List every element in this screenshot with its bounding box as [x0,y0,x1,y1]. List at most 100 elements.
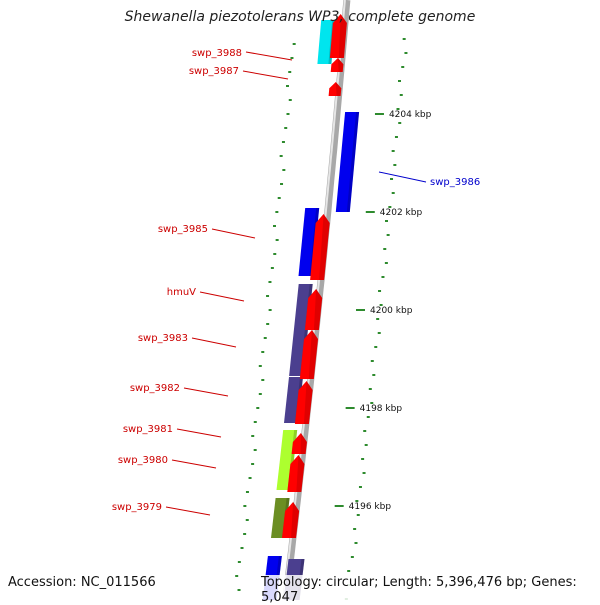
label-leader [245,51,293,61]
gene-label-swp_3985: swp_3985 [158,224,208,235]
gc-dot [398,80,401,82]
gc-dot [361,458,365,460]
gene-label-swp_3987: swp_3987 [189,66,239,77]
forward-gene-arrow-shade [319,214,330,280]
forward-gene-arrow-shade [313,289,323,330]
gc-dot [383,248,387,250]
tick-label: 4202 kbp [380,208,423,218]
gene-label-swp_3980: swp_3980 [118,455,168,466]
gc-dot [270,267,274,269]
forward-gene-arrow-shade [303,381,313,424]
gc-dot [279,155,283,157]
gc-dot [286,85,289,87]
gc-dot [399,94,403,96]
label-leader [183,387,229,397]
forward-gene-arrow-shade [300,433,307,454]
gc-dot [245,519,249,521]
gc-dot [286,113,290,115]
gc-dot [379,304,383,306]
gc-dot [354,542,358,544]
gc-dot [353,528,357,530]
gc-dot [404,52,408,54]
gc-dot [273,253,277,255]
gc-dot [281,141,285,143]
forward-gene-arrow [330,58,344,72]
label-leader [211,228,256,239]
gc-dot [393,164,397,166]
gc-dot [401,66,405,68]
forward-gene-arrow [291,433,307,454]
gc-dot [292,43,296,45]
label-leader [165,506,211,516]
gene-label-swp_3981: swp_3981 [123,424,173,435]
gc-dot [350,556,354,558]
forward-gene-arrow [294,381,313,424]
forward-gene-arrow [310,214,330,280]
gc-dot [288,71,292,73]
forward-gene-arrow-shade [296,455,305,492]
gc-dot [280,183,284,185]
gc-dot [355,500,359,502]
gc-dot [362,472,366,474]
forward-gene-arrow-shade [335,82,342,96]
gc-dot [243,505,247,507]
forward-gene-arrow-shade [308,330,318,379]
gc-dot [256,407,260,409]
gene-block-swp_3986 [335,112,360,212]
gene-label-swp_3988: swp_3988 [192,48,242,59]
gc-dot [372,374,376,376]
label-leader [171,459,217,469]
forward-gene-arrow [287,455,305,492]
forward-gene-arrow [282,502,300,538]
gc-dot [266,295,270,297]
gc-dot [384,262,388,264]
gene-label-swp_3979: swp_3979 [112,502,162,513]
gc-dot [378,290,382,292]
gc-dot [396,108,400,110]
gc-dot [243,533,247,535]
forward-gene-arrow-shade [337,58,344,72]
forward-gene-arrow-shade [338,14,347,58]
gc-dot [356,514,360,516]
tick-label: 4200 kbp [370,306,413,316]
accession-text: Accession: NC_011566 [8,575,156,590]
gc-dot [237,589,241,591]
gc-dot [266,323,270,325]
gc-dot [385,220,389,222]
gc-dot [248,477,252,479]
gc-dot [275,239,279,241]
gc-dot [235,575,239,577]
gc-dot [358,486,362,488]
gene-label-swp_3986: swp_3986 [430,177,480,188]
gc-dot [370,402,374,404]
gene-block-swp_3986-shade [346,112,360,212]
gc-dot [376,318,380,320]
gc-dot [275,211,279,213]
label-leader [191,337,237,348]
tick-label: 4204 kbp [389,110,432,120]
gc-dot [277,197,281,199]
gc-dot [273,225,277,227]
gc-dot [394,136,398,138]
gc-dot [261,351,265,353]
gc-content-track [235,38,408,600]
gc-dot [258,365,262,367]
gc-dot [253,421,257,423]
forward-gene-arrow [299,330,318,379]
gc-dot [237,561,241,563]
gene-label-swp_3983: swp_3983 [138,333,188,344]
gc-dot [366,416,370,418]
gc-dot [391,150,395,152]
gc-dot [245,491,249,493]
gc-dot [251,463,255,465]
gc-dot [290,57,294,59]
gc-dot [268,281,272,283]
label-leader [176,428,222,438]
gc-dot [347,570,351,572]
gc-dot [284,127,288,129]
gc-dot [240,547,244,549]
gene-label-hmuV: hmuV [167,287,196,298]
gc-dot [251,435,255,437]
gene-features [262,14,360,600]
topology-text: Topology: circular; Length: 5,396,476 bp… [259,575,600,605]
